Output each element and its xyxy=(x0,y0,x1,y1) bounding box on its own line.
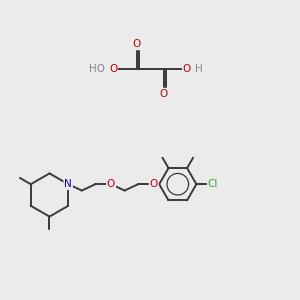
Text: O: O xyxy=(183,64,191,74)
Text: HO: HO xyxy=(89,64,105,74)
Text: N: N xyxy=(64,179,72,189)
Text: O: O xyxy=(109,64,117,74)
Text: O: O xyxy=(150,179,158,189)
Text: O: O xyxy=(107,179,115,189)
Text: H: H xyxy=(195,64,203,74)
Text: O: O xyxy=(132,39,141,50)
Text: Cl: Cl xyxy=(208,179,218,189)
Text: O: O xyxy=(159,88,168,99)
